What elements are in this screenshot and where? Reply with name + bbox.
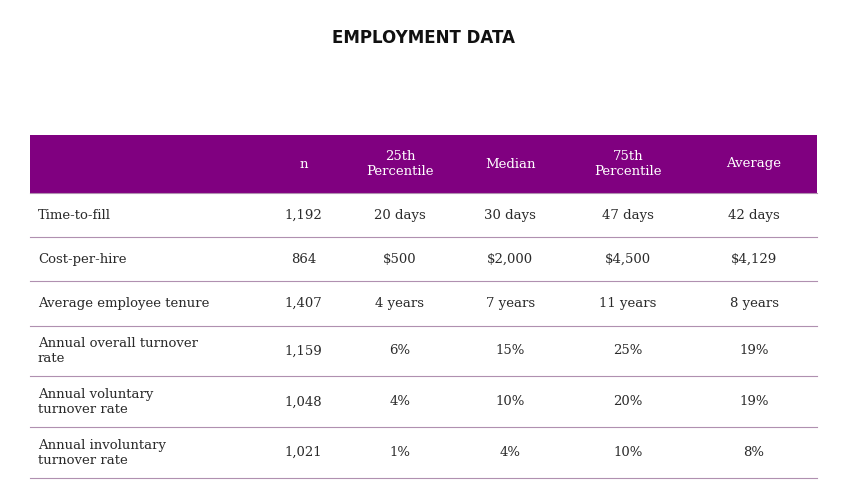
- Text: 10%: 10%: [613, 446, 643, 459]
- Text: Time-to-fill: Time-to-fill: [38, 208, 111, 222]
- Text: Annual involuntary
turnover rate: Annual involuntary turnover rate: [38, 439, 166, 467]
- Text: $500: $500: [383, 253, 417, 266]
- Text: 25th
Percentile: 25th Percentile: [366, 150, 434, 178]
- Text: Cost-per-hire: Cost-per-hire: [38, 253, 126, 266]
- Text: 7 years: 7 years: [485, 297, 534, 310]
- Text: Average: Average: [727, 157, 782, 170]
- Text: 47 days: 47 days: [602, 208, 654, 222]
- Text: 4%: 4%: [500, 446, 521, 459]
- Text: 19%: 19%: [739, 396, 769, 408]
- Text: 20%: 20%: [613, 396, 643, 408]
- Text: Annual overall turnover
rate: Annual overall turnover rate: [38, 337, 198, 365]
- Text: Average employee tenure: Average employee tenure: [38, 297, 209, 310]
- Text: $2,000: $2,000: [487, 253, 533, 266]
- Text: $4,500: $4,500: [605, 253, 651, 266]
- Text: 25%: 25%: [613, 345, 643, 357]
- Text: 15%: 15%: [495, 345, 525, 357]
- Text: 864: 864: [291, 253, 316, 266]
- Text: 20 days: 20 days: [374, 208, 426, 222]
- Text: 10%: 10%: [495, 396, 525, 408]
- Text: 4%: 4%: [390, 396, 411, 408]
- Text: Annual voluntary
turnover rate: Annual voluntary turnover rate: [38, 388, 153, 416]
- Text: $4,129: $4,129: [731, 253, 778, 266]
- Text: 1%: 1%: [390, 446, 411, 459]
- Text: 30 days: 30 days: [484, 208, 536, 222]
- Text: 11 years: 11 years: [600, 297, 656, 310]
- Bar: [30, 135, 817, 193]
- Text: 8%: 8%: [744, 446, 765, 459]
- Text: 1,048: 1,048: [285, 396, 323, 408]
- Text: 1,159: 1,159: [285, 345, 323, 357]
- Text: 42 days: 42 days: [728, 208, 780, 222]
- Text: 75th
Percentile: 75th Percentile: [595, 150, 662, 178]
- Text: 1,021: 1,021: [285, 446, 323, 459]
- Text: 6%: 6%: [390, 345, 411, 357]
- Text: Median: Median: [484, 157, 535, 170]
- Text: 8 years: 8 years: [729, 297, 778, 310]
- Text: 19%: 19%: [739, 345, 769, 357]
- Text: 4 years: 4 years: [375, 297, 424, 310]
- Text: n: n: [299, 157, 307, 170]
- Text: 1,407: 1,407: [285, 297, 323, 310]
- Text: 1,192: 1,192: [285, 208, 323, 222]
- Text: EMPLOYMENT DATA: EMPLOYMENT DATA: [332, 29, 515, 47]
